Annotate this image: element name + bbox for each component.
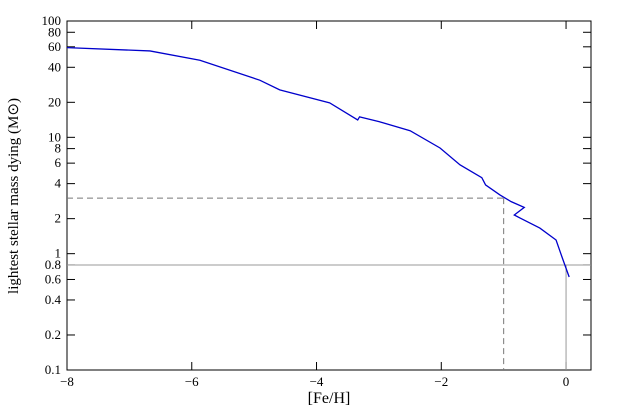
- y-tick-label: 0.2: [45, 327, 61, 342]
- y-tick-label: 0.1: [45, 362, 61, 377]
- y-tick-label: 100: [42, 13, 62, 28]
- y-tick-label: 0.6: [45, 271, 62, 286]
- y-tick-label: 40: [48, 59, 61, 74]
- x-tick-label: −6: [185, 374, 199, 389]
- x-tick-label: −8: [60, 374, 74, 389]
- y-tick-label: 8: [55, 141, 62, 156]
- y-tick-label: 20: [48, 94, 61, 109]
- y-tick-label: 10: [48, 129, 61, 144]
- x-axis-label: [Fe/H]: [308, 390, 351, 407]
- y-tick-label: 2: [55, 211, 62, 226]
- y-tick-label: 60: [48, 39, 61, 54]
- y-tick-label: 0.4: [45, 292, 62, 307]
- y-axis-label: lightest stellar mass dying (M⊙): [6, 98, 22, 294]
- y-tick-label: 1: [55, 246, 62, 261]
- plot-frame: [66, 20, 592, 371]
- y-tick-label: 4: [55, 176, 62, 191]
- x-tick-label: −4: [310, 374, 324, 389]
- data-line: [66, 47, 570, 278]
- y-tick-label: 0.8: [45, 257, 61, 272]
- x-tick-label: −2: [434, 374, 448, 389]
- y-tick-label: 6: [55, 155, 62, 170]
- y-tick-label: 80: [48, 24, 61, 39]
- x-tick-label: 0: [563, 374, 570, 389]
